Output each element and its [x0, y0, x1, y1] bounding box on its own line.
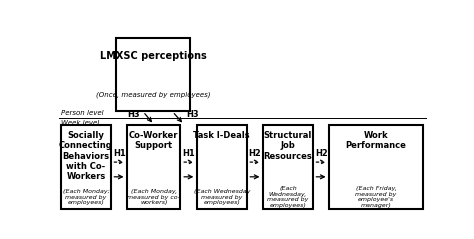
Text: Person level: Person level: [61, 110, 104, 116]
Bar: [127, 125, 181, 209]
Text: (Each Wednesday
measured by
employees): (Each Wednesday measured by employees): [193, 189, 250, 205]
Bar: [197, 125, 246, 209]
Text: (Each
Wednesday,
measured by
employees): (Each Wednesday, measured by employees): [267, 186, 309, 208]
Text: H2: H2: [315, 149, 328, 158]
Text: H3: H3: [186, 110, 199, 119]
Bar: [263, 125, 313, 209]
Bar: [116, 38, 190, 111]
Text: LMXSC perceptions: LMXSC perceptions: [100, 51, 206, 61]
Text: (Each Friday,
measured by
employee's
manager): (Each Friday, measured by employee's man…: [356, 186, 397, 208]
Text: H1: H1: [113, 149, 126, 158]
Text: (Once, measured by employees): (Once, measured by employees): [96, 92, 210, 98]
Text: Structural
Job
Resources: Structural Job Resources: [264, 131, 312, 161]
Text: Work
Performance: Work Performance: [346, 131, 407, 150]
Bar: [329, 125, 423, 209]
Text: (Each Monday,
measured by co-
workers): (Each Monday, measured by co- workers): [128, 189, 180, 205]
Text: Task I-Deals: Task I-Deals: [193, 131, 250, 140]
Text: H1: H1: [182, 149, 195, 158]
Text: H2: H2: [249, 149, 262, 158]
Text: (Each Monday;
measured by
employees): (Each Monday; measured by employees): [63, 189, 109, 205]
Text: H3: H3: [127, 110, 140, 119]
Text: Co-Worker
Support: Co-Worker Support: [129, 131, 179, 150]
Bar: [61, 125, 110, 209]
Text: Socially
Connecting
Behaviors
with Co-
Workers: Socially Connecting Behaviors with Co- W…: [59, 131, 113, 181]
Text: Week level: Week level: [61, 120, 100, 125]
